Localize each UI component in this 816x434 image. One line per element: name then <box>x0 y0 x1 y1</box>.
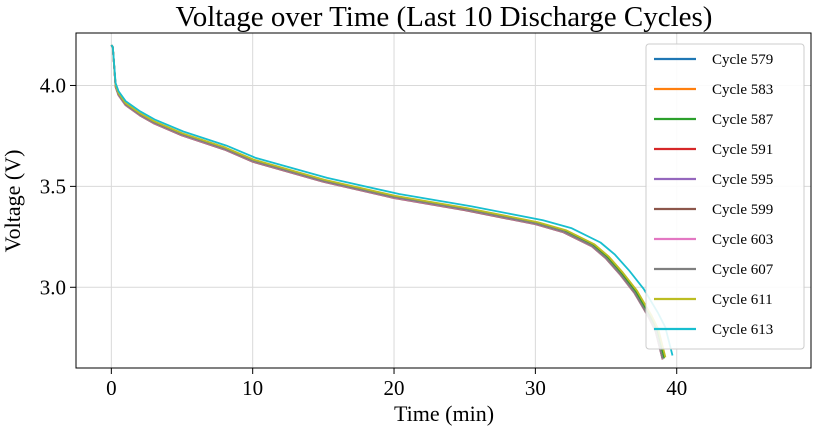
plot-frame <box>75 32 812 369</box>
x-tick-label: 30 <box>525 376 546 400</box>
x-tick-label: 40 <box>666 376 687 400</box>
legend-label: Cycle 603 <box>712 232 773 248</box>
y-axis-label: Voltage (V) <box>0 150 25 253</box>
y-tick-label: 4.0 <box>40 73 66 97</box>
legend-box <box>645 43 805 350</box>
x-tick-label: 20 <box>384 376 405 400</box>
series-line-9 <box>110 44 667 358</box>
x-tick-label: 10 <box>242 376 263 400</box>
legend-label: Cycle 595 <box>712 172 773 188</box>
legend-label: Cycle 613 <box>712 322 773 338</box>
legend-label: Cycle 591 <box>712 142 773 158</box>
legend-label: Cycle 587 <box>712 112 774 128</box>
series-line-10 <box>110 44 674 356</box>
legend-label: Cycle 599 <box>712 202 773 218</box>
chart-title: Voltage over Time (Last 10 Discharge Cyc… <box>176 1 713 33</box>
axis-ticks: 0 10 20 30 40 3.0 3.5 4.0 <box>40 73 687 400</box>
y-tick-label: 3.5 <box>40 174 66 198</box>
legend: Cycle 579 Cycle 583 Cycle 587 Cycle 591 Cycl… <box>645 43 805 350</box>
x-axis-label: Time (min) <box>394 401 494 426</box>
series-lines <box>110 44 674 360</box>
legend-label: Cycle 579 <box>712 52 773 68</box>
x-tick-label: 0 <box>106 376 117 400</box>
legend-label: Cycle 607 <box>712 262 774 278</box>
legend-label: Cycle 611 <box>712 292 773 308</box>
y-tick-label: 3.0 <box>40 275 66 299</box>
legend-label: Cycle 583 <box>712 82 773 98</box>
